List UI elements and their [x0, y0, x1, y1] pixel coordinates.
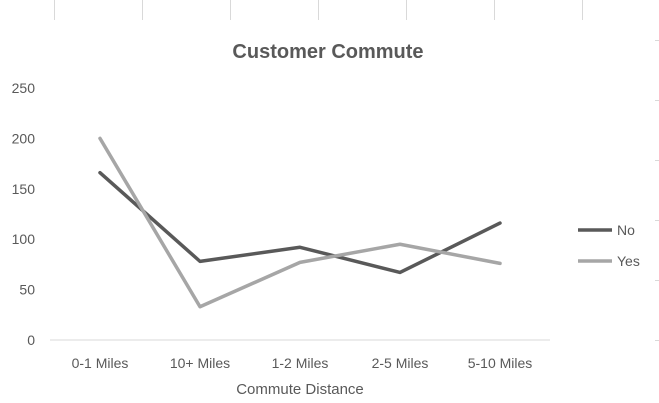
sheet-gridline: [655, 220, 659, 221]
sheet-gridline: [318, 0, 319, 20]
sheet-gridline: [142, 0, 143, 20]
legend: No Yes: [578, 222, 640, 269]
sheet-gridline: [406, 0, 407, 20]
series-line-no: [98, 170, 502, 275]
x-axis-ticks: 0-1 Miles 10+ Miles 1-2 Miles 2-5 Miles 5-10…: [72, 355, 533, 371]
x-tick-label: 5-10 Miles: [468, 355, 533, 371]
y-tick-label: 250: [12, 80, 36, 96]
sheet-gridline: [230, 0, 231, 20]
y-tick-label: 150: [12, 181, 36, 197]
x-tick-label: 0-1 Miles: [72, 355, 129, 371]
x-axis-title: Commute Distance: [236, 381, 364, 398]
legend-label-no: No: [617, 222, 635, 238]
sheet-gridline: [655, 280, 659, 281]
sheet-gridline: [655, 160, 659, 161]
sheet-gridline: [494, 0, 495, 20]
x-tick-label: 2-5 Miles: [372, 355, 429, 371]
y-tick-label: 50: [19, 282, 35, 298]
chart-title: Customer Commute: [232, 41, 423, 63]
y-tick-label: 100: [12, 231, 36, 247]
y-tick-label: 200: [12, 130, 36, 146]
series-line-yes: [98, 136, 502, 309]
sheet-gridline: [655, 40, 659, 41]
y-axis-ticks: 0 50 100 150 200 250: [12, 80, 36, 348]
x-tick-label: 1-2 Miles: [272, 355, 329, 371]
sheet-gridline: [54, 0, 55, 20]
sheet-gridline: [655, 340, 659, 341]
sheet-gridline: [655, 100, 659, 101]
sheet-gridline: [582, 0, 583, 20]
legend-label-yes: Yes: [617, 253, 640, 269]
series-lines: [98, 136, 502, 309]
x-tick-label: 10+ Miles: [170, 355, 230, 371]
y-tick-label: 0: [27, 332, 35, 348]
